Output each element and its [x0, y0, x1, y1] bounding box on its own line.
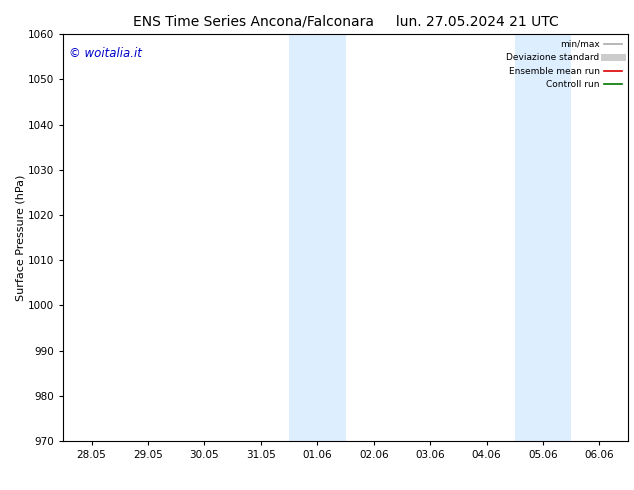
Legend: min/max, Deviazione standard, Ensemble mean run, Controll run: min/max, Deviazione standard, Ensemble m…	[503, 36, 626, 93]
Text: © woitalia.it: © woitalia.it	[69, 47, 142, 59]
Bar	[515, 34, 571, 441]
Title: ENS Time Series Ancona/Falconara     lun. 27.05.2024 21 UTC: ENS Time Series Ancona/Falconara lun. 27…	[133, 15, 559, 29]
Bar	[289, 34, 346, 441]
Y-axis label: Surface Pressure (hPa): Surface Pressure (hPa)	[15, 174, 25, 301]
